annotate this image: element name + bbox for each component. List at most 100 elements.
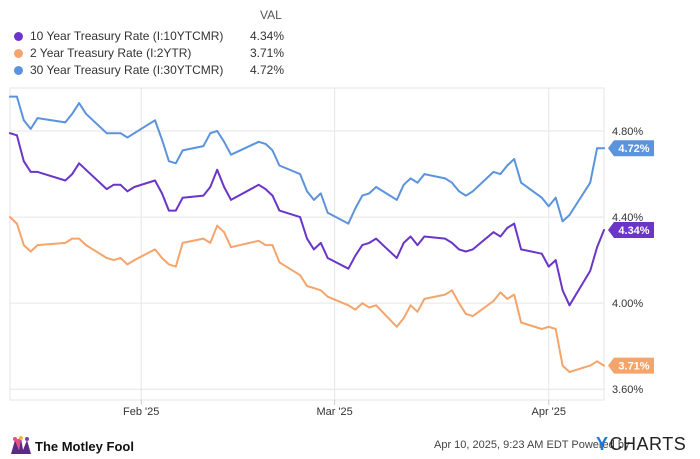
data-point: [444, 177, 446, 180]
data-point: [513, 293, 516, 296]
timestamp-note: Apr 10, 2025, 9:23 AM EDT Powered by: [434, 439, 630, 451]
x-tick-label: Feb '25: [123, 406, 159, 418]
data-point: [9, 95, 11, 98]
data-point: [471, 248, 474, 251]
data-point: [506, 227, 509, 229]
data-point: [22, 119, 25, 122]
data-point: [409, 177, 412, 180]
data-point: [603, 229, 605, 231]
data-point: [209, 132, 212, 135]
legend-label-10y: 10 Year Treasury Rate (I:10YTCMR): [30, 29, 224, 43]
data-point: [458, 190, 460, 193]
data-point: [451, 242, 453, 244]
data-point: [216, 224, 219, 227]
data-point: [264, 244, 267, 247]
data-point: [230, 199, 232, 201]
logo-text: The Motley Fool: [35, 438, 134, 454]
legend-value-30y: 4.72%: [250, 63, 285, 77]
x-tick-label: Apr '25: [531, 406, 566, 418]
data-point: [520, 248, 522, 251]
data-point: [202, 145, 205, 148]
data-point: [540, 196, 543, 199]
data-point: [471, 190, 474, 193]
end-value-label: 4.72%: [618, 143, 649, 155]
data-point: [264, 143, 267, 145]
data-point: [119, 132, 122, 135]
data-point: [554, 259, 557, 261]
data-point: [271, 244, 274, 247]
data-point: [64, 179, 67, 182]
data-point: [181, 242, 184, 244]
series-line: [9, 95, 605, 225]
data-point: [313, 287, 315, 289]
data-point: [257, 183, 260, 186]
data-point: [299, 173, 301, 176]
plot-area: [9, 87, 605, 401]
data-point: [174, 162, 177, 165]
legend-item-10y[interactable]: 10 Year Treasury Rate (I:10YTCMR) 4.34%: [14, 28, 304, 44]
data-point: [492, 231, 495, 234]
data-point: [368, 192, 371, 195]
data-point: [416, 310, 419, 313]
data-point: [29, 127, 32, 130]
legend-value-2y: 3.71%: [250, 46, 285, 60]
data-point: [299, 274, 301, 277]
data-point: [181, 149, 184, 152]
data-point: [395, 257, 398, 259]
data-point: [499, 235, 502, 238]
data-point: [402, 317, 405, 320]
motley-fool-logo[interactable]: The Motley Fool: [9, 436, 134, 456]
data-point: [223, 231, 226, 234]
data-point: [423, 235, 426, 238]
data-point: [589, 270, 592, 272]
data-point: [319, 289, 322, 292]
data-point: [271, 149, 274, 152]
data-point: [29, 250, 32, 253]
legend-item-30y[interactable]: 30 Year Treasury Rate (I:30YTCMR) 4.72%: [14, 62, 304, 78]
data-point: [64, 242, 67, 244]
data-point: [168, 263, 170, 266]
data-point: [596, 246, 598, 249]
data-point: [78, 102, 80, 104]
data-point: [174, 209, 177, 212]
data-point: [71, 237, 74, 240]
data-point: [347, 222, 350, 225]
data-point: [174, 265, 177, 268]
data-point: [278, 209, 281, 212]
data-point: [603, 364, 605, 367]
data-point: [299, 216, 301, 219]
data-point: [133, 132, 136, 135]
data-point: [402, 183, 405, 186]
data-point: [257, 239, 260, 242]
data-point: [368, 306, 371, 309]
data-point: [78, 162, 80, 165]
data-point: [161, 138, 163, 141]
end-value-badge: [608, 140, 654, 157]
data-point: [375, 186, 377, 188]
data-point: [202, 237, 205, 240]
data-point: [354, 254, 357, 257]
data-point: [22, 160, 25, 163]
data-point: [465, 250, 467, 253]
data-point: [423, 173, 426, 176]
data-point: [181, 196, 184, 199]
data-point: [547, 325, 550, 328]
data-point: [216, 168, 219, 171]
data-point: [126, 263, 129, 266]
data-point: [112, 183, 115, 186]
data-point: [444, 237, 446, 240]
data-point: [133, 259, 136, 261]
data-point: [161, 257, 163, 259]
legend-value-header: VAL: [260, 8, 282, 22]
data-point: [9, 216, 11, 219]
end-value-label: 4.34%: [618, 225, 649, 237]
data-point: [16, 134, 18, 137]
data-point: [154, 248, 156, 251]
ycharts-logo[interactable]: Y CHARTS: [596, 434, 686, 455]
data-point: [154, 179, 156, 182]
data-point: [409, 304, 412, 307]
data-point: [589, 181, 592, 184]
data-point: [492, 300, 495, 302]
legend-item-2y[interactable]: 2 Year Treasury Rate (I:2YTR) 3.71%: [14, 45, 304, 61]
data-point: [506, 298, 509, 300]
